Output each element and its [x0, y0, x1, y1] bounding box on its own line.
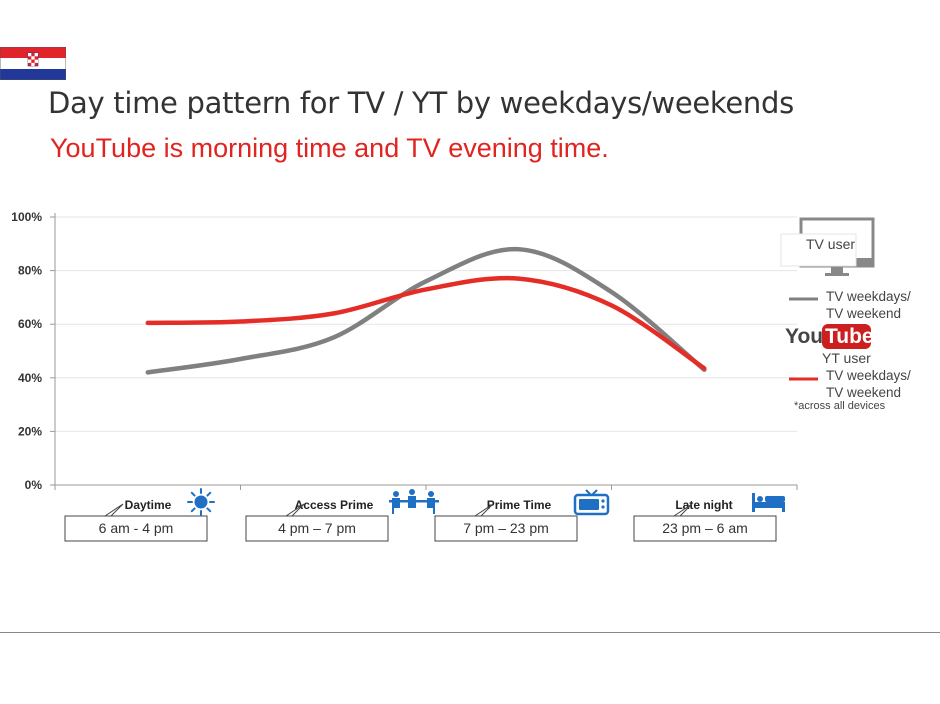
- y-tick-label: 0%: [25, 478, 43, 492]
- callout-pointer: [285, 503, 305, 517]
- time-range-label: 4 pm – 7 pm: [278, 520, 356, 536]
- y-tick-labels: 100% 80% 60% 40% 20% 0%: [11, 210, 42, 492]
- legend-tv-label-line2: TV weekend: [826, 306, 901, 321]
- callout-pointer: [474, 503, 494, 517]
- people-at-table-icon: [389, 489, 439, 514]
- time-range-box: [64, 515, 208, 542]
- page-title: Day time pattern for TV / YT by weekdays…: [48, 86, 794, 120]
- legend-yt-label-line2: TV weekend: [826, 385, 901, 400]
- tv-monitor-icon: [780, 217, 875, 276]
- line-chart: 100% 80% 60% 40% 20% 0% Daytime 6 am - 4 pm Acc…: [11, 210, 911, 542]
- y-tick-label: 40%: [18, 371, 42, 385]
- svg-text:Tube: Tube: [825, 325, 874, 348]
- x-category-label: Access Prime: [295, 498, 374, 512]
- y-tick-label: 80%: [18, 264, 42, 278]
- time-range-box: [434, 515, 578, 542]
- page-subtitle: YouTube is morning time and TV evening t…: [50, 133, 609, 163]
- x-category-label: Daytime: [125, 498, 172, 512]
- bed-icon: [752, 493, 785, 512]
- category-labels: Daytime 6 am - 4 pm Access Prime 4 pm – 7 p…: [54, 485, 798, 542]
- time-range-label: 23 pm – 6 am: [662, 520, 748, 536]
- series-lines: [145, 246, 707, 375]
- series-line-tv: [145, 246, 707, 375]
- croatia-flag-icon: [0, 47, 66, 80]
- x-category-label: Prime Time: [487, 498, 552, 512]
- callout-pointer: [673, 503, 693, 517]
- series-line-yt: [145, 275, 707, 371]
- callout-pointer: [104, 503, 124, 517]
- footer-divider: [0, 632, 940, 633]
- time-range-label: 6 am - 4 pm: [99, 520, 174, 536]
- x-category-label: Late night: [675, 498, 732, 512]
- legend-yt-label-line1: TV weekdays/: [826, 368, 911, 383]
- tv-icon: [573, 489, 610, 516]
- time-range-box: [245, 515, 389, 542]
- legend-tv-label-line1: TV weekdays/: [826, 289, 911, 304]
- time-range-box: [633, 515, 777, 542]
- legend-note: *across all devices: [794, 400, 886, 412]
- legend-tv-header: TV user: [806, 236, 855, 252]
- y-tick-label: 20%: [18, 424, 42, 438]
- y-tick-label: 100%: [11, 210, 42, 224]
- legend-yt-header: YT user: [822, 350, 871, 366]
- y-tick-label: 60%: [18, 317, 42, 331]
- youtube-logo: You Tube: [785, 324, 874, 349]
- time-range-label: 7 pm – 23 pm: [463, 520, 549, 536]
- svg-text:You: You: [785, 325, 823, 348]
- sun-icon: [187, 488, 215, 516]
